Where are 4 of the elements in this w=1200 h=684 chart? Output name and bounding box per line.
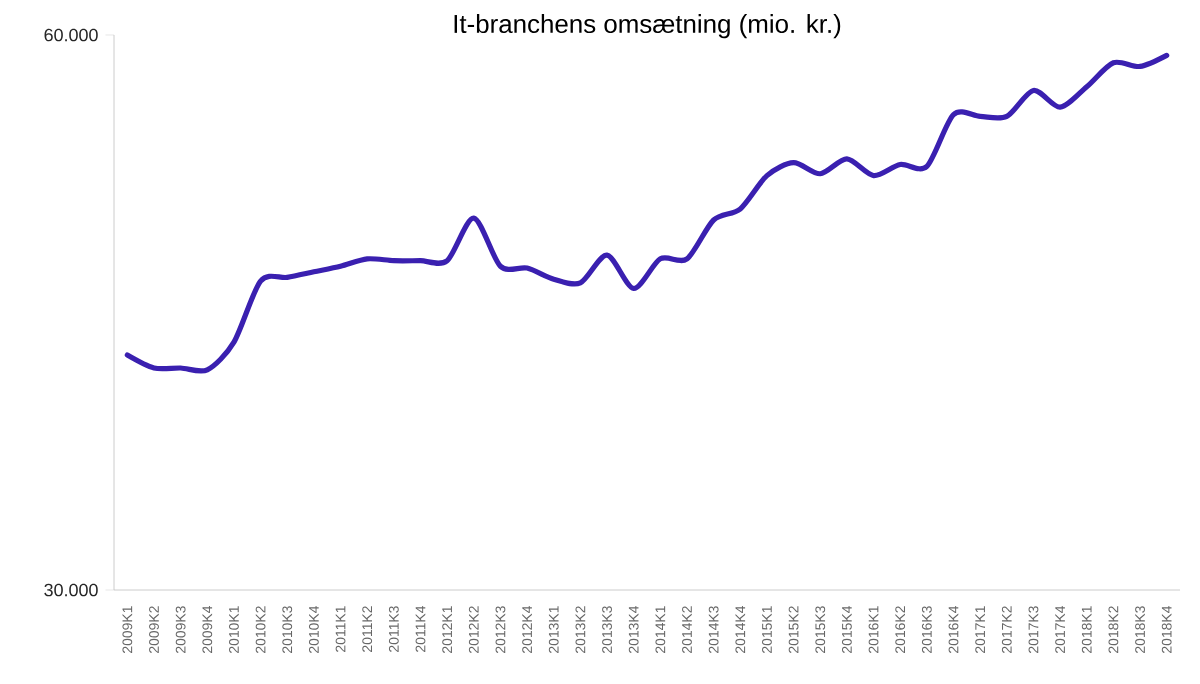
y-tick-label: 60.000 [44, 28, 98, 42]
chart-title: It-branchens omsætning (mio. kr.) [454, 14, 841, 39]
y-tick-label: 30.000 [44, 583, 98, 597]
line-series [124, 52, 1170, 373]
